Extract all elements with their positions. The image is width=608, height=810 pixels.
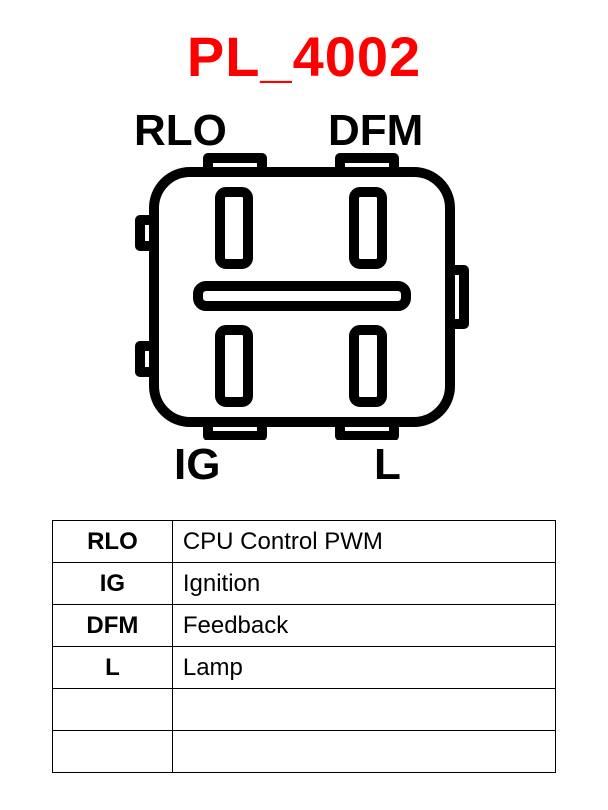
legend-desc <box>172 731 555 773</box>
legend-desc <box>172 689 555 731</box>
table-row <box>53 731 556 773</box>
pin-label-dfm: DFM <box>328 106 423 156</box>
part-number-title: PL_4002 <box>0 24 608 89</box>
legend-desc: Feedback <box>172 605 555 647</box>
connector-diagram <box>132 150 472 440</box>
legend-desc: Ignition <box>172 563 555 605</box>
table-row: L Lamp <box>53 647 556 689</box>
legend-code <box>53 689 173 731</box>
pin-label-l: L <box>374 440 401 490</box>
table-row: IG Ignition <box>53 563 556 605</box>
legend-code: RLO <box>53 521 173 563</box>
page: PL_4002 RLO DFM IG L <box>0 0 608 810</box>
pin-label-ig: IG <box>174 440 220 490</box>
legend-table: RLO CPU Control PWM IG Ignition DFM Feed… <box>52 520 556 773</box>
legend-code <box>53 731 173 773</box>
table-row: DFM Feedback <box>53 605 556 647</box>
legend-code: L <box>53 647 173 689</box>
legend-desc: CPU Control PWM <box>172 521 555 563</box>
legend-desc: Lamp <box>172 647 555 689</box>
legend-code: IG <box>53 563 173 605</box>
legend-code: DFM <box>53 605 173 647</box>
table-row <box>53 689 556 731</box>
table-row: RLO CPU Control PWM <box>53 521 556 563</box>
pin-label-rlo: RLO <box>134 106 227 156</box>
